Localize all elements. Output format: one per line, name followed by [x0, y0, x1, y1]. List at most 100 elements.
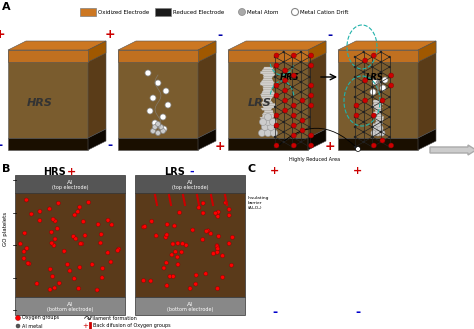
- Polygon shape: [261, 97, 273, 99]
- Circle shape: [389, 73, 393, 78]
- Circle shape: [259, 118, 266, 125]
- Text: -: -: [190, 167, 194, 177]
- Circle shape: [164, 235, 168, 239]
- Circle shape: [354, 66, 356, 68]
- Circle shape: [216, 247, 220, 251]
- Circle shape: [291, 146, 293, 148]
- Circle shape: [220, 275, 225, 279]
- Circle shape: [220, 254, 225, 258]
- Circle shape: [49, 230, 54, 234]
- Polygon shape: [338, 41, 436, 50]
- Text: $\curvearrowright$: $\curvearrowright$: [82, 314, 92, 322]
- Circle shape: [291, 96, 293, 98]
- Circle shape: [388, 106, 391, 108]
- Circle shape: [110, 223, 114, 227]
- Circle shape: [165, 222, 169, 226]
- Circle shape: [90, 263, 94, 266]
- Circle shape: [142, 279, 146, 283]
- Circle shape: [258, 130, 265, 137]
- Circle shape: [201, 201, 205, 205]
- Circle shape: [87, 200, 91, 204]
- Circle shape: [77, 287, 81, 291]
- Polygon shape: [374, 116, 384, 119]
- Circle shape: [372, 79, 378, 85]
- Polygon shape: [374, 128, 383, 131]
- Circle shape: [283, 121, 285, 123]
- FancyBboxPatch shape: [135, 193, 245, 297]
- Circle shape: [292, 113, 296, 118]
- Circle shape: [181, 242, 184, 246]
- Circle shape: [309, 63, 314, 68]
- Polygon shape: [373, 112, 381, 114]
- Circle shape: [150, 95, 156, 101]
- Circle shape: [47, 207, 52, 211]
- Circle shape: [170, 253, 174, 257]
- Circle shape: [52, 243, 56, 247]
- Polygon shape: [418, 41, 436, 138]
- Circle shape: [50, 241, 54, 245]
- Circle shape: [354, 56, 356, 58]
- Circle shape: [382, 77, 388, 83]
- FancyBboxPatch shape: [135, 175, 245, 193]
- Circle shape: [23, 231, 27, 235]
- Polygon shape: [262, 103, 276, 106]
- Circle shape: [194, 273, 198, 277]
- Polygon shape: [264, 110, 273, 113]
- Circle shape: [201, 238, 205, 241]
- Circle shape: [76, 210, 80, 214]
- Text: +: +: [67, 167, 77, 177]
- Circle shape: [175, 255, 179, 259]
- Circle shape: [300, 111, 302, 113]
- Circle shape: [209, 232, 213, 236]
- Circle shape: [291, 66, 293, 68]
- Circle shape: [204, 272, 208, 276]
- Text: C: C: [248, 164, 256, 174]
- Circle shape: [380, 98, 385, 103]
- Circle shape: [184, 243, 188, 247]
- Circle shape: [380, 138, 385, 143]
- Text: (top electrode): (top electrode): [52, 186, 88, 190]
- Circle shape: [83, 234, 87, 238]
- Circle shape: [371, 116, 374, 118]
- Polygon shape: [338, 138, 418, 150]
- Circle shape: [161, 126, 167, 132]
- Circle shape: [380, 121, 382, 123]
- Circle shape: [380, 91, 382, 93]
- Circle shape: [300, 121, 302, 123]
- Circle shape: [215, 245, 219, 249]
- Polygon shape: [308, 41, 326, 138]
- Circle shape: [309, 66, 311, 68]
- Circle shape: [145, 70, 151, 76]
- Polygon shape: [308, 129, 326, 150]
- Circle shape: [309, 96, 311, 98]
- Polygon shape: [228, 50, 308, 138]
- Polygon shape: [375, 110, 382, 112]
- Circle shape: [380, 141, 382, 143]
- Circle shape: [371, 113, 376, 118]
- Circle shape: [300, 81, 302, 83]
- Text: Al: Al: [67, 301, 73, 307]
- Circle shape: [380, 81, 382, 83]
- Circle shape: [309, 136, 311, 138]
- Circle shape: [363, 81, 365, 83]
- Circle shape: [274, 143, 279, 148]
- Text: Al: Al: [187, 301, 193, 307]
- Circle shape: [78, 205, 82, 209]
- Circle shape: [300, 128, 305, 133]
- Circle shape: [204, 229, 209, 233]
- Polygon shape: [373, 114, 383, 116]
- Circle shape: [300, 61, 302, 63]
- Polygon shape: [372, 105, 382, 107]
- Circle shape: [51, 217, 55, 221]
- Polygon shape: [418, 129, 436, 150]
- Circle shape: [389, 143, 393, 148]
- Circle shape: [227, 207, 231, 212]
- Circle shape: [371, 136, 374, 138]
- Circle shape: [216, 210, 220, 214]
- Circle shape: [388, 136, 391, 138]
- Circle shape: [153, 124, 157, 130]
- Circle shape: [363, 51, 365, 53]
- Circle shape: [371, 143, 376, 148]
- Circle shape: [379, 130, 385, 136]
- Polygon shape: [260, 81, 274, 83]
